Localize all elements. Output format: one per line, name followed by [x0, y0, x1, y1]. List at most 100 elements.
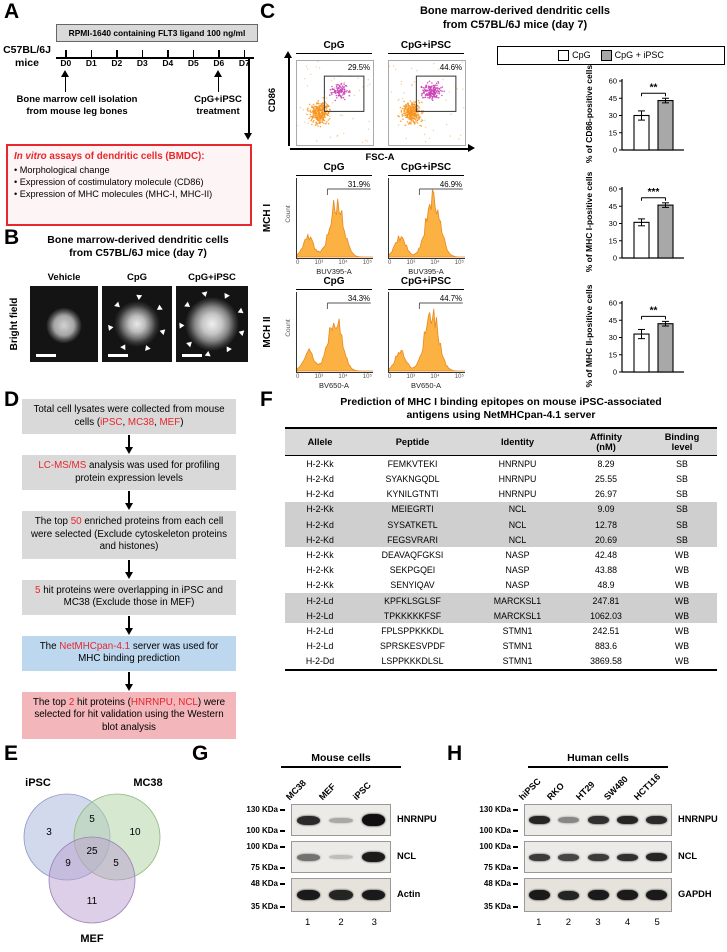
molecular-weight-marker: 75 KDa — [460, 863, 518, 872]
marker-tick — [513, 808, 518, 811]
list-item: 10³ — [314, 260, 324, 266]
molecular-weight-marker: 100 KDa — [227, 826, 285, 835]
bv650-axis-label: BV650-A — [318, 381, 350, 390]
marker-label: 130 KDa — [479, 805, 511, 814]
gate-percentage: 44.6% — [439, 63, 462, 72]
bar2-ylabel: % of MHC I-positive cells — [584, 171, 595, 273]
arrowhead-icon — [224, 344, 233, 353]
blot-box — [291, 878, 391, 912]
molecular-weight-marker: 35 KDa — [227, 902, 285, 911]
arrow-stem — [128, 435, 130, 448]
list-item: D3 — [130, 50, 156, 68]
marker-label: 75 KDa — [250, 863, 278, 872]
col-peptide: Peptide — [355, 427, 470, 457]
table-row: H-2-Ld FPLSPPKKKDL STMN1 242.51 WB — [285, 623, 717, 638]
table-cell: MARCKSL1 — [470, 592, 565, 609]
list-item: 3 — [371, 917, 377, 928]
arrowhead-icon — [236, 308, 244, 316]
protein-band — [587, 816, 609, 824]
panel-label-d: D — [4, 388, 20, 411]
blot-row: 100 KDa 75 KDa NCL — [227, 841, 447, 873]
histogram — [388, 302, 465, 372]
marker-tick — [513, 905, 518, 908]
lane-labels: MC38 MEF iPSC — [284, 766, 391, 802]
text-segment: 50 — [70, 516, 82, 528]
table-cell: NCL — [470, 532, 565, 548]
table-row: H-2-Kk SEKPGQEI NASP 43.88 WB — [285, 563, 717, 578]
blot-box — [524, 878, 672, 912]
protein-band — [616, 890, 638, 900]
list-item: • Morphological change — [14, 165, 110, 175]
list-item: 4 — [624, 917, 631, 928]
lane-labels: hiPSC RKO HT29 SW480 HCT116 — [517, 766, 672, 802]
table-cell: HNRNPU — [498, 489, 537, 500]
micrograph-vehicle — [30, 286, 98, 362]
table-row: H-2-Kk DEAVAQFGKSI NASP 42.48 WB — [285, 547, 717, 562]
text-segment: hit proteins were overlapping in iPSC an… — [40, 584, 223, 609]
list-item: 10⁵ — [362, 374, 372, 380]
arrowhead-icon — [221, 293, 230, 301]
axis-ticks: 0 10³ 10⁴ 10⁵ — [388, 374, 464, 380]
svg-text:45: 45 — [609, 316, 617, 325]
table-cell: DEAVAQFGKSI — [381, 549, 444, 560]
blot-protein-label: Actin — [397, 889, 421, 899]
table-cell: 247.81 — [565, 592, 647, 609]
blot-protein-label: GAPDH — [678, 889, 712, 899]
blot-protein-label: NCL — [397, 851, 417, 861]
micrograph-cpg-ipsc — [176, 286, 248, 362]
list-item: 1 — [305, 917, 311, 928]
molecular-weight-marker: 100 KDa — [460, 842, 518, 851]
legend-item-cpg-ipsc: CpG + iPSC — [600, 50, 664, 62]
protein-band — [587, 853, 609, 861]
gate-percentage: 44.7% — [439, 294, 462, 303]
molecular-weight-marker: 75 KDa — [227, 863, 285, 872]
flow-plot-cpg: 29.5% — [296, 60, 374, 146]
table-row: H-2-Kd FEGSVRARI NCL 20.69 SB — [285, 532, 717, 548]
buv395-axis-label: BUV395-A — [408, 267, 444, 276]
blot-row: 48 KDa 35 KDa Actin — [227, 878, 447, 912]
text-segment: MC38 — [127, 416, 155, 428]
table-cell: 48.9 — [597, 580, 615, 591]
mhc2-row-label: MCH II — [261, 316, 273, 348]
blot-lane — [583, 805, 612, 835]
arrowhead-icon — [201, 291, 209, 298]
table-cell: 8.29 — [597, 458, 615, 469]
panel-label-h: H — [447, 742, 463, 765]
list-item: 0 — [296, 374, 300, 380]
protein-band — [529, 853, 551, 861]
protein-band — [361, 890, 386, 900]
marker-tick — [280, 845, 285, 848]
text-segment: iPSC — [100, 416, 123, 428]
table-cell: H-2-Kk — [306, 549, 334, 560]
table-cell: WB — [674, 565, 690, 576]
arrow-stem — [128, 615, 130, 628]
arrowhead-icon — [184, 301, 192, 310]
marker-tick — [280, 829, 285, 832]
protein-band — [616, 853, 638, 861]
table-cell: 3869.58 — [565, 653, 647, 671]
flowchart-box: Total cell lysates were collected from m… — [22, 399, 236, 435]
table-cell: SB — [647, 501, 717, 517]
up-arrow-icon — [214, 70, 222, 77]
marker-label: 48 KDa — [250, 879, 278, 888]
blot-lane — [292, 805, 325, 835]
venn-count: 11 — [87, 896, 98, 907]
scatter-plot — [388, 61, 465, 143]
table-cell: 12.78 — [565, 517, 647, 533]
histogram-mhc1-cpg-ipsc: 46.9% — [388, 178, 465, 259]
list-item: D4 — [155, 50, 181, 68]
blot-lane — [292, 842, 325, 872]
protein-band — [645, 853, 667, 861]
blot-lane — [357, 805, 390, 835]
arrowhead-icon — [237, 328, 244, 336]
protein-band — [558, 817, 580, 823]
arrow-stem — [217, 76, 220, 92]
protein-band — [296, 815, 321, 825]
blot-protein-label: HNRNPU — [397, 814, 437, 824]
blot-box — [524, 841, 672, 873]
marker-tick — [513, 866, 518, 869]
count-axis-label: Count — [284, 205, 292, 223]
blot-lane — [357, 879, 390, 911]
list-item: • Expression of costimulatory molecule (… — [14, 177, 204, 188]
up-arrow-icon — [61, 70, 69, 77]
